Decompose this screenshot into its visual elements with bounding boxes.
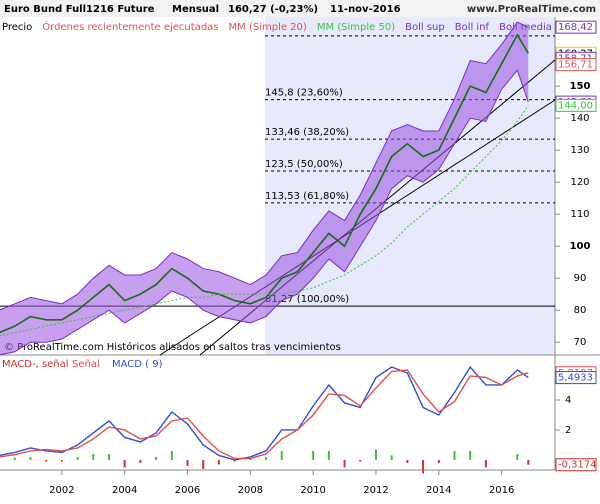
x-tick-label: 2014 [426, 485, 451, 496]
histogram-bar [516, 454, 518, 460]
histogram-bar [485, 460, 487, 467]
y-tick-label: 100 [570, 241, 591, 252]
site: www.ProRealTime.com [467, 4, 596, 15]
histogram-bar [29, 457, 31, 460]
histogram-bar [265, 457, 267, 460]
legend-entry: MM (Simple 20) [229, 22, 307, 33]
histogram-bar [281, 451, 283, 460]
value-tag-label: 5,4933 [558, 373, 593, 384]
histogram-bar [202, 460, 204, 469]
y-tick-label: 90 [574, 273, 587, 284]
value-tag-label: 168,42 [558, 22, 593, 33]
period: Mensual [172, 4, 219, 15]
legend-entry: Precio [2, 22, 32, 33]
title: Euro Bund Full1216 Future [4, 4, 155, 15]
x-tick-label: 2010 [300, 485, 325, 496]
macd-legend-entry: MACD-, señal [2, 359, 69, 370]
histogram-bar [108, 454, 110, 460]
histogram-bar [155, 457, 157, 460]
x-tick-label: 2016 [489, 485, 514, 496]
legend-entry: Boll sup [405, 22, 445, 33]
histogram-bar [92, 454, 94, 460]
histogram-bar [312, 451, 314, 460]
histogram-bar [328, 451, 330, 460]
macd-legend-entry: MACD ( 9) [112, 359, 163, 370]
histogram-bar [187, 460, 189, 466]
histogram-bar [218, 460, 220, 464]
x-tick-label: 2004 [112, 485, 137, 496]
value-tag-label: 156,71 [558, 60, 593, 71]
histogram-bar [406, 460, 408, 463]
histogram-bar [77, 457, 79, 460]
y-tick-label: 4 [565, 395, 571, 406]
histogram-bar [391, 455, 393, 459]
histogram-bar [171, 451, 173, 460]
note: © ProRealTime.com Históricos alisados en… [4, 341, 341, 353]
histogram-bar [139, 460, 141, 463]
y-tick-label: 120 [570, 177, 589, 188]
histogram-bar [422, 460, 424, 473]
histogram-bar [527, 460, 529, 465]
value-tag-label: 144,00 [558, 100, 593, 111]
macd-legend-entry: Señal [72, 359, 100, 370]
fib-label: 113,53 (61,80%) [265, 191, 349, 202]
legend-entry: Boll inf [455, 22, 490, 33]
histogram-bar [61, 460, 63, 461]
histogram-bar [45, 460, 47, 461]
histogram-bar [14, 458, 16, 460]
fib-label: 123,5 (50,00%) [265, 159, 343, 170]
date: 11-nov-2016 [330, 4, 401, 15]
histogram-bar [453, 451, 455, 460]
y-tick-label: 80 [574, 305, 587, 316]
legend-entry: Órdenes recientemente ejecutadas [42, 20, 218, 33]
legend-entry: MM (Simple 50) [317, 22, 395, 33]
y-tick-label: 70 [574, 337, 587, 348]
histogram-bar [359, 460, 361, 461]
histogram-bar [375, 449, 377, 459]
x-tick-label: 2012 [363, 485, 388, 496]
y-tick-label: 2 [565, 425, 571, 436]
value-tag-label: -0,3174 [558, 460, 597, 471]
y-tick-label: 140 [570, 113, 589, 124]
histogram-bar [124, 460, 126, 467]
histogram-bar [469, 451, 471, 460]
fib-label: 133,46 (38,20%) [265, 127, 349, 138]
y-tick-label: 130 [570, 145, 589, 156]
histogram-bar [438, 460, 440, 463]
fib-label: 145,8 (23,60%) [265, 88, 343, 99]
x-tick-label: 2002 [49, 485, 74, 496]
histogram-bar [344, 460, 346, 467]
x-tick-label: 2008 [238, 485, 263, 496]
x-tick-label: 2006 [175, 485, 200, 496]
y-tick-label: 110 [570, 209, 589, 220]
price: 160,27 (-0,23%) [228, 4, 318, 15]
y-tick-label: 150 [570, 81, 591, 92]
